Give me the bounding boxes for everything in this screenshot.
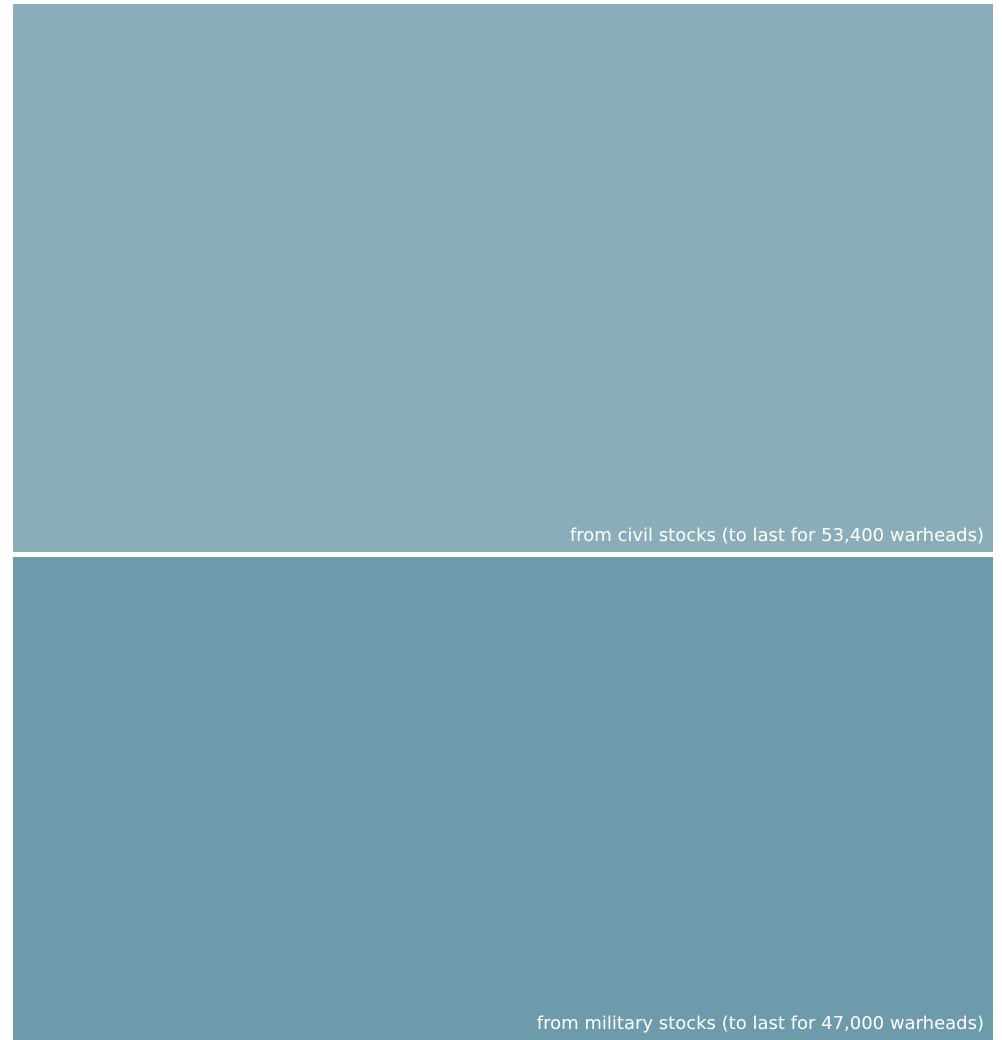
segment-military-stocks: from military stocks (to last for 47,000… — [13, 557, 993, 1040]
segment-label: from civil stocks (to last for 53,400 wa… — [569, 525, 984, 546]
segment-civil-stocks: from civil stocks (to last for 53,400 wa… — [13, 4, 993, 552]
segment-label: from military stocks (to last for 47,000… — [536, 1013, 984, 1034]
stacked-chart: from civil stocks (to last for 53,400 wa… — [13, 4, 993, 1040]
